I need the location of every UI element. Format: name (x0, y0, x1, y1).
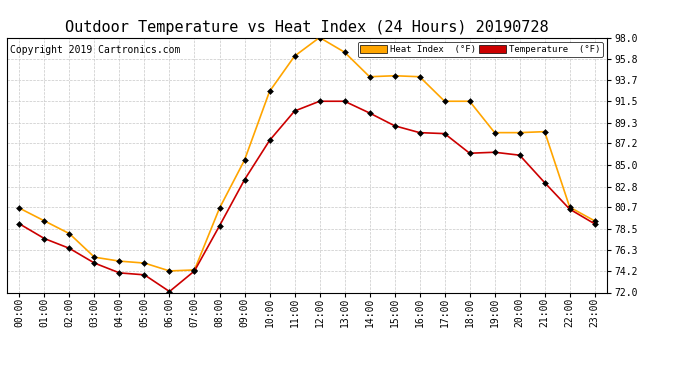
Text: Copyright 2019 Cartronics.com: Copyright 2019 Cartronics.com (10, 45, 180, 55)
Title: Outdoor Temperature vs Heat Index (24 Hours) 20190728: Outdoor Temperature vs Heat Index (24 Ho… (66, 20, 549, 35)
Legend: Heat Index  (°F), Temperature  (°F): Heat Index (°F), Temperature (°F) (357, 42, 602, 57)
